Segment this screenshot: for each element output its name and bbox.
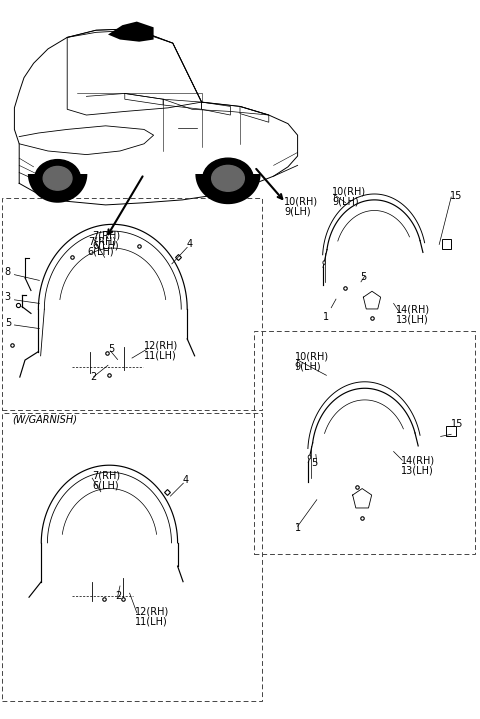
Text: 11(LH): 11(LH) [144, 351, 177, 361]
Text: (W/GARNISH): (W/GARNISH) [12, 415, 77, 425]
Text: 15: 15 [450, 191, 463, 201]
Polygon shape [195, 174, 261, 204]
Text: 9(LH): 9(LH) [284, 206, 311, 216]
Ellipse shape [35, 160, 80, 197]
Text: 9(LH): 9(LH) [295, 362, 321, 372]
Text: 10(RH): 10(RH) [284, 196, 318, 206]
Bar [2, 413, 262, 701]
Bar [2, 198, 262, 410]
Text: 10(RH): 10(RH) [332, 186, 366, 196]
Polygon shape [28, 174, 87, 203]
Text: 14(RH): 14(RH) [396, 304, 430, 314]
Text: 7(RH): 7(RH) [92, 470, 120, 480]
Text: 2: 2 [90, 372, 96, 382]
Polygon shape [108, 22, 154, 42]
Text: 5: 5 [108, 344, 114, 354]
Text: 9(LH): 9(LH) [332, 196, 359, 206]
Text: 14(RH): 14(RH) [401, 455, 435, 465]
Text: 12(RH): 12(RH) [144, 341, 178, 351]
Text: 6(LH): 6(LH) [88, 247, 114, 257]
Ellipse shape [43, 167, 72, 191]
Circle shape [323, 261, 325, 265]
Text: 11(LH): 11(LH) [135, 617, 168, 627]
Circle shape [308, 455, 311, 459]
FancyBboxPatch shape [446, 426, 456, 436]
Ellipse shape [212, 165, 244, 191]
Text: 12(RH): 12(RH) [135, 607, 169, 617]
Text: 6(LH): 6(LH) [92, 481, 119, 491]
FancyBboxPatch shape [442, 239, 451, 249]
Text: 5: 5 [311, 458, 317, 468]
Text: 7(RH): 7(RH) [92, 231, 120, 241]
Text: 5: 5 [360, 273, 366, 283]
Text: 8: 8 [5, 267, 11, 277]
Text: 4: 4 [186, 239, 192, 249]
Text: 5: 5 [5, 318, 11, 328]
Text: 3: 3 [5, 292, 11, 302]
Text: 1: 1 [295, 523, 301, 533]
Text: 13(LH): 13(LH) [401, 465, 433, 475]
Text: 2: 2 [115, 591, 121, 601]
Ellipse shape [203, 158, 253, 198]
Text: 6(LH): 6(LH) [92, 241, 119, 251]
Text: 1: 1 [323, 312, 329, 322]
Text: 13(LH): 13(LH) [396, 314, 429, 324]
Text: 15: 15 [451, 419, 464, 429]
Text: 4: 4 [182, 475, 189, 485]
Text: 7(RH): 7(RH) [88, 237, 116, 247]
Text: 10(RH): 10(RH) [295, 352, 329, 362]
Bar [254, 331, 475, 554]
